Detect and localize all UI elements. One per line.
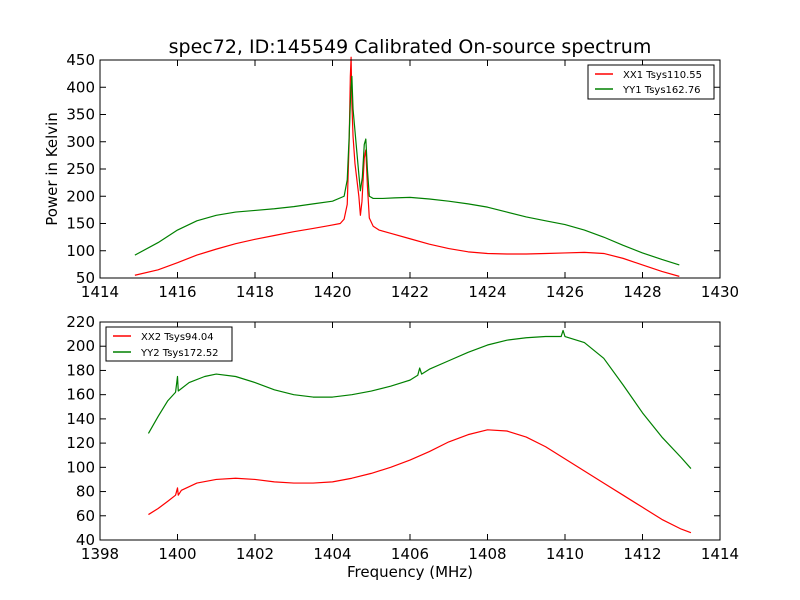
bottom-y-tick-label: 200 [66, 337, 95, 355]
top-x-tick-label: 1420 [313, 283, 351, 301]
top-y-tick-label: 250 [66, 160, 95, 178]
top-y-tick-label: 350 [66, 106, 95, 124]
chart-title: spec72, ID:145549 Calibrated On-source s… [169, 36, 652, 58]
top-y-tick-label: 200 [66, 187, 95, 205]
top-legend-box [587, 64, 715, 100]
bottom-y-tick-label: 180 [66, 361, 95, 379]
bottom-y-tick-label: 80 [76, 483, 95, 501]
bottom-x-tick-label: 1404 [313, 545, 351, 563]
bottom-series-2-line [147, 329, 692, 469]
top-x-ticks: 1414 1416 1418 1420 1422 1424 1426 1428 1430 [81, 60, 739, 301]
top-x-tick-label: 1430 [701, 283, 739, 301]
bottom-y-tick-label: 100 [66, 458, 95, 476]
bottom-x-tick-label: 1412 [623, 545, 661, 563]
top-x-tick-label: 1428 [623, 283, 661, 301]
top-y-tick-label: 450 [66, 51, 95, 69]
bottom-y-tick-label: 60 [76, 507, 95, 525]
top-series-2-line [134, 75, 680, 266]
top-x-tick-label: 1426 [546, 283, 584, 301]
bottom-legend-label-1: XX2 Tsys94.04 [141, 332, 214, 343]
top-y-tick-label: 50 [76, 269, 95, 287]
bottom-x-tick-label: 1410 [546, 545, 584, 563]
bottom-y-tick-label: 160 [66, 386, 95, 404]
top-x-tick-label: 1414 [81, 283, 119, 301]
bottom-legend-box [105, 326, 233, 362]
top-x-tick-label: 1422 [391, 283, 429, 301]
bottom-legend-label-2: YY2 Tsys172.52 [140, 348, 219, 359]
top-y-tick-label: 150 [66, 215, 95, 233]
bottom-legend: XX2 Tsys94.04 YY2 Tsys172.52 [105, 326, 233, 362]
top-legend-label-1: XX1 Tsys110.55 [623, 70, 702, 81]
top-x-tick-label: 1418 [236, 283, 274, 301]
bottom-x-tick-label: 1408 [468, 545, 506, 563]
bottom-series-group [147, 329, 692, 534]
bottom-y-tick-label: 120 [66, 434, 95, 452]
top-series-group [134, 56, 680, 277]
top-y-tick-label: 300 [66, 133, 95, 151]
bottom-y-tick-label: 220 [66, 313, 95, 331]
bottom-x-tick-label: 1398 [81, 545, 119, 563]
top-series-1-line [134, 56, 680, 277]
bottom-x-tick-label: 1400 [158, 545, 196, 563]
top-y-tick-label: 400 [66, 78, 95, 96]
bottom-y-tick-label: 140 [66, 410, 95, 428]
top-x-tick-label: 1416 [158, 283, 196, 301]
top-legend: XX1 Tsys110.55 YY1 Tsys162.76 [587, 64, 715, 100]
bottom-panel: 1398 1400 1402 1404 1406 1408 1410 1412 1414 40 6… [66, 313, 739, 581]
bottom-y-ticks: 40 60 80 100 120 140 160 180 200 220 [66, 313, 720, 549]
bottom-series-1-line [148, 429, 692, 534]
top-y-ticks: 50 100 150 200 250 300 350 400 450 [66, 51, 720, 287]
bottom-x-tick-label: 1402 [236, 545, 274, 563]
bottom-x-tick-label: 1414 [701, 545, 739, 563]
top-legend-label-2: YY1 Tsys162.76 [622, 85, 701, 96]
bottom-y-tick-label: 40 [76, 531, 95, 549]
top-panel: 1414 1416 1418 1420 1422 1424 1426 1428 1430 501… [43, 51, 739, 301]
top-y-tick-label: 100 [66, 242, 95, 260]
bottom-x-axis-label: Frequency (MHz) [347, 563, 473, 581]
top-x-tick-label: 1424 [468, 283, 506, 301]
top-y-axis-label: Power in Kelvin [43, 112, 61, 226]
bottom-x-tick-label: 1406 [391, 545, 429, 563]
bottom-x-ticks: 1398 1400 1402 1404 1406 1408 1410 1412 1414 [81, 322, 739, 563]
